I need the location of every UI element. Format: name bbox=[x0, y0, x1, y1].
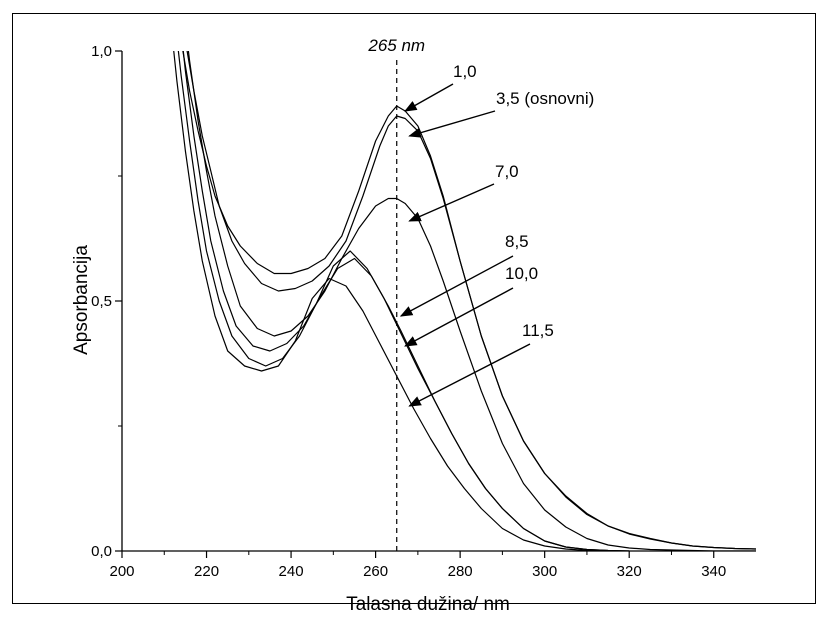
series-label-1: 1,0 bbox=[453, 62, 477, 81]
x-tick-label: 280 bbox=[448, 563, 473, 580]
series-label-2: 3,5 (osnovni) bbox=[496, 89, 594, 108]
y-tick-label: 0,5 bbox=[91, 293, 112, 310]
series-label-5: 10,0 bbox=[505, 264, 538, 283]
y-axis-title: Apsorbancija bbox=[71, 245, 92, 355]
series-line-1 bbox=[182, 51, 756, 550]
plot-area: 200 220 240 260 280 300 320 340 0,0 0,5 1,0 bbox=[91, 43, 756, 580]
series-line-2 bbox=[186, 51, 756, 550]
series-line-6 bbox=[173, 51, 609, 551]
y-tick-label: 1,0 bbox=[91, 43, 112, 60]
series-arrow-3 bbox=[408, 183, 495, 222]
x-tick-label: 220 bbox=[194, 563, 219, 580]
x-axis-title: Talasna dužina/ nm bbox=[346, 594, 510, 615]
series-line-3 bbox=[187, 51, 756, 551]
series-line-4 bbox=[182, 51, 630, 551]
series-arrow-1 bbox=[404, 83, 454, 112]
x-tick-label: 240 bbox=[279, 563, 304, 580]
x-tick-label: 260 bbox=[363, 563, 388, 580]
series-label-3: 7,0 bbox=[495, 162, 519, 181]
x-tick-label: 300 bbox=[532, 563, 557, 580]
chart-frame bbox=[12, 13, 816, 604]
series-arrow-5 bbox=[404, 287, 514, 347]
x-tick-label: 200 bbox=[109, 563, 134, 580]
series-line-5 bbox=[177, 51, 630, 551]
series-curves bbox=[173, 51, 756, 551]
series-label-6: 11,5 bbox=[522, 321, 554, 340]
series-arrow-2 bbox=[408, 110, 496, 138]
x-tick-label: 340 bbox=[701, 563, 726, 580]
series-arrow-6 bbox=[408, 343, 531, 407]
y-tick-label: 0,0 bbox=[91, 543, 112, 560]
reference-line-label: 265 nm bbox=[367, 36, 425, 55]
series-label-4: 8,5 bbox=[505, 232, 529, 251]
x-tick-label: 320 bbox=[617, 563, 642, 580]
series-arrow-4 bbox=[399, 255, 514, 317]
